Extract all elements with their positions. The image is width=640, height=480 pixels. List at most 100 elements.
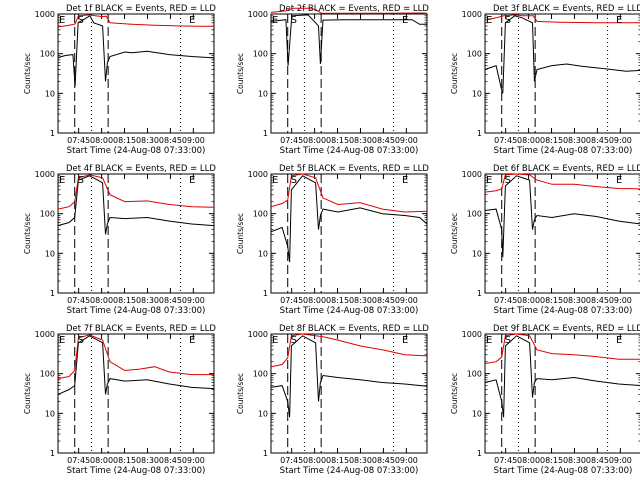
series-line (57, 15, 215, 87)
y-axis-label: Counts/sec (450, 373, 459, 414)
y-tick-label: 1 (263, 289, 268, 298)
series-line (484, 173, 640, 193)
x-tick-label: 09:00 (609, 456, 632, 465)
y-tick-label: 1 (263, 129, 268, 138)
x-tick-label: 08:30 (136, 296, 159, 305)
chart-panel: Det 9f BLACK = Events, RED = LLD 1 10 100 10… (450, 324, 640, 476)
series-line (270, 333, 428, 368)
plot-frame (484, 13, 640, 134)
x-tick-label: 08:45 (586, 296, 609, 305)
chart-title: Det 1f BLACK = Events, RED = LLD (66, 4, 216, 14)
x-tick-label: 08:15 (540, 296, 563, 305)
x-tick-label: 09:00 (182, 456, 205, 465)
y-tick-label: 10 (45, 249, 55, 258)
chart-panel: Det 3f BLACK = Events, RED = LLD 1 10 100 10… (450, 4, 640, 156)
x-axis-label: Start Time (24-Aug-08 07:33:00) (280, 306, 419, 316)
plot-frame (57, 333, 215, 454)
event-marker-label: E (59, 175, 65, 186)
event-marker-label: E (189, 15, 195, 26)
chart-panel: Det 2f BLACK = Events, RED = LLD 1 10 100 10… (236, 4, 429, 156)
chart-panel: Det 6f BLACK = Events, RED = LLD 1 10 100 10… (450, 164, 640, 316)
chart-panel: Det 4f BLACK = Events, RED = LLD 1 10 100 10… (23, 164, 216, 316)
series-line (484, 333, 640, 364)
x-tick-label: 08:15 (113, 136, 136, 145)
chart-title: Det 9f BLACK = Events, RED = LLD (493, 324, 640, 334)
x-tick-label: 08:00 (517, 136, 540, 145)
series-line (484, 175, 640, 258)
y-tick-label: 1000 (248, 330, 268, 339)
x-tick-label: 09:00 (182, 136, 205, 145)
event-marker-label: E (486, 15, 492, 26)
y-tick-label: 100 (253, 370, 268, 379)
x-tick-label: 08:45 (586, 136, 609, 145)
x-tick-label: 07:45 (67, 136, 90, 145)
x-tick-label: 09:00 (609, 136, 632, 145)
series-line (57, 334, 214, 380)
x-axis-label: Start Time (24-Aug-08 07:33:00) (494, 466, 633, 476)
plot-frame (270, 333, 428, 454)
chart-title: Det 3f BLACK = Events, RED = LLD (493, 4, 640, 14)
x-tick-label: 09:00 (609, 296, 632, 305)
series-line (484, 15, 640, 94)
x-tick-label: 08:30 (563, 296, 586, 305)
event-marker-label: E (402, 335, 408, 346)
y-tick-label: 1 (50, 449, 55, 458)
x-tick-label: 08:15 (113, 456, 136, 465)
x-tick-label: 08:00 (90, 296, 113, 305)
y-axis-label: Counts/sec (236, 373, 245, 414)
y-tick-label: 1000 (248, 10, 268, 19)
x-tick-label: 07:45 (494, 296, 517, 305)
x-tick-label: 09:00 (182, 296, 205, 305)
series-line (484, 14, 640, 24)
x-tick-label: 08:45 (159, 296, 182, 305)
event-marker-label: E (402, 175, 408, 186)
y-tick-label: 10 (45, 409, 55, 418)
event-marker-label: E (402, 15, 408, 26)
x-tick-label: 08:00 (517, 296, 540, 305)
x-tick-label: 08:30 (349, 296, 372, 305)
series-line (270, 14, 427, 66)
y-tick-label: 100 (40, 50, 55, 59)
x-axis-label: Start Time (24-Aug-08 07:33:00) (280, 146, 419, 156)
y-axis-label: Counts/sec (23, 213, 32, 254)
x-tick-label: 09:00 (395, 456, 418, 465)
x-tick-label: 09:00 (395, 296, 418, 305)
event-marker-label: S (291, 175, 297, 186)
event-marker-label: E (272, 175, 278, 186)
x-tick-label: 08:45 (586, 456, 609, 465)
plot-frame (270, 13, 428, 134)
plot-frame (270, 173, 428, 294)
event-marker-label: S (505, 15, 511, 26)
x-axis-label: Start Time (24-Aug-08 07:33:00) (67, 466, 206, 476)
event-marker-label: E (272, 335, 278, 346)
y-tick-label: 100 (253, 50, 268, 59)
event-marker-label: E (616, 175, 622, 186)
y-tick-label: 10 (258, 249, 268, 258)
series-line (57, 175, 215, 235)
y-axis-label: Counts/sec (236, 213, 245, 254)
chart-title: Det 4f BLACK = Events, RED = LLD (66, 164, 216, 174)
x-tick-label: 08:00 (303, 456, 326, 465)
x-tick-label: 08:30 (349, 136, 372, 145)
chart-panel: Det 5f BLACK = Events, RED = LLD 1 10 100 10… (236, 164, 429, 316)
x-tick-label: 07:45 (280, 456, 303, 465)
chart-panel: Det 8f BLACK = Events, RED = LLD 1 10 100 10… (236, 324, 429, 476)
x-axis-label: Start Time (24-Aug-08 07:33:00) (280, 466, 419, 476)
plot-frame (57, 13, 215, 134)
x-tick-label: 08:15 (326, 136, 349, 145)
y-tick-label: 100 (253, 210, 268, 219)
chart-panel: Det 1f BLACK = Events, RED = LLD 1 10 100 10… (23, 4, 216, 156)
series-line (484, 335, 640, 418)
y-tick-label: 10 (258, 89, 268, 98)
event-marker-label: S (291, 335, 297, 346)
x-tick-label: 09:00 (395, 136, 418, 145)
y-tick-label: 100 (467, 370, 482, 379)
event-marker-label: E (59, 335, 65, 346)
series-line (57, 174, 215, 210)
y-tick-label: 1 (50, 289, 55, 298)
x-tick-label: 08:30 (563, 136, 586, 145)
x-tick-label: 08:45 (372, 136, 395, 145)
y-tick-label: 1000 (35, 170, 55, 179)
x-tick-label: 08:00 (517, 456, 540, 465)
series-line (270, 173, 428, 213)
